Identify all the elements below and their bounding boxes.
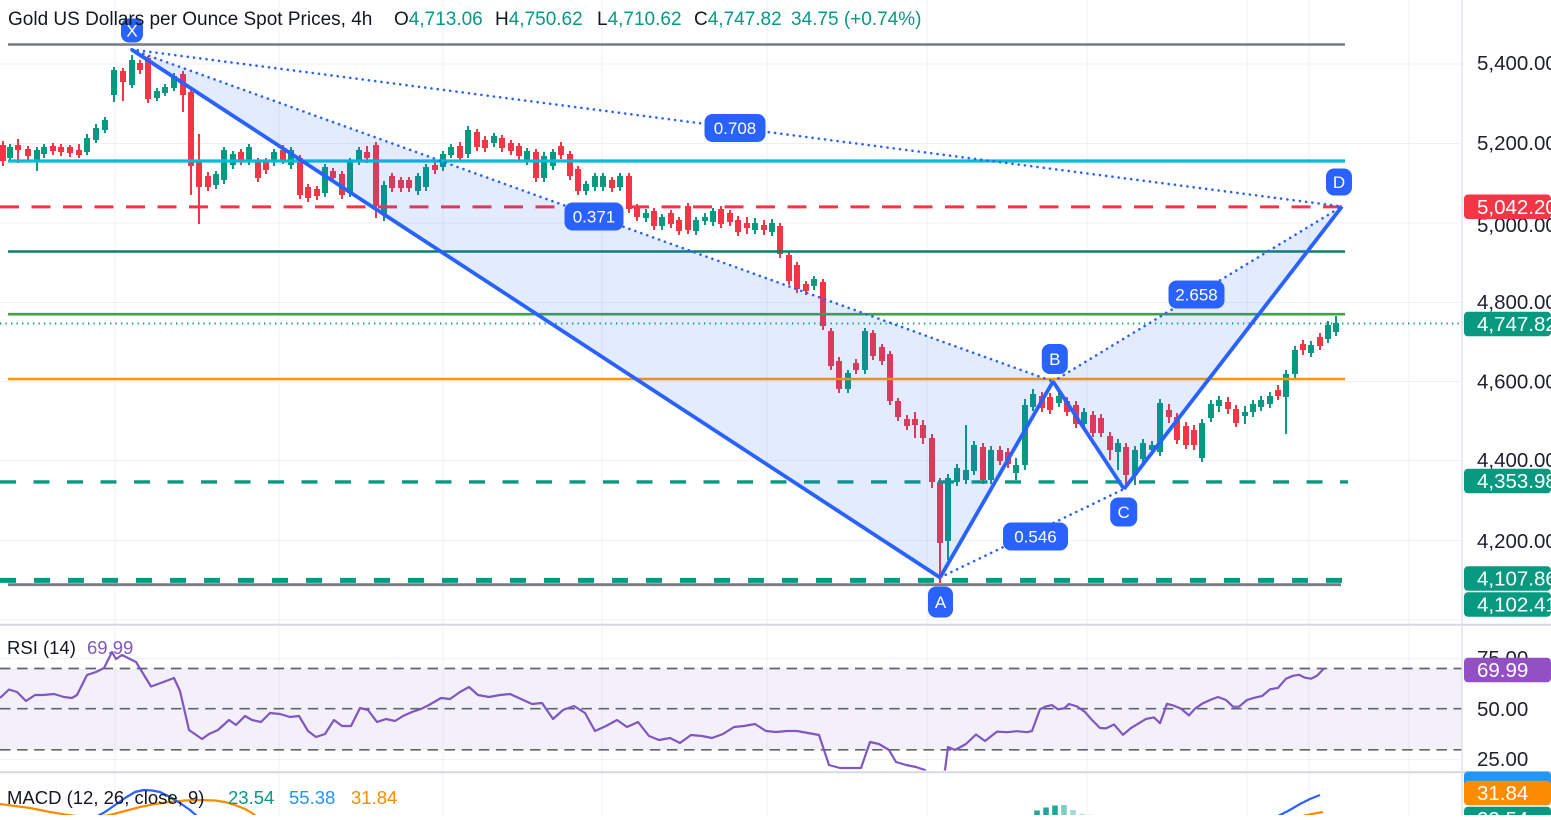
svg-text:69.99: 69.99 — [1477, 659, 1528, 682]
svg-text:4,102.41: 4,102.41 — [1477, 594, 1551, 617]
svg-text:0.546: 0.546 — [1014, 527, 1057, 546]
svg-text:23.54: 23.54 — [1477, 808, 1528, 815]
svg-text:X: X — [126, 21, 137, 40]
svg-text:50.00: 50.00 — [1477, 698, 1528, 721]
svg-text:55.38: 55.38 — [289, 787, 335, 808]
svg-text:25.00: 25.00 — [1477, 748, 1528, 771]
svg-text:D: D — [1333, 173, 1345, 192]
svg-text:4,600.00: 4,600.00 — [1477, 371, 1551, 394]
svg-text:C4,747.82: C4,747.82 — [694, 9, 782, 30]
svg-text:69.99: 69.99 — [87, 637, 133, 658]
svg-text:4,800.00: 4,800.00 — [1477, 291, 1551, 314]
svg-text:5,042.20: 5,042.20 — [1477, 196, 1551, 219]
svg-text:5,200.00: 5,200.00 — [1477, 132, 1551, 155]
svg-text:O4,713.06: O4,713.06 — [394, 9, 483, 30]
svg-text:4,400.00: 4,400.00 — [1477, 449, 1551, 472]
svg-text:4,107.86: 4,107.86 — [1477, 568, 1551, 591]
svg-text:31.84: 31.84 — [351, 787, 397, 808]
svg-text:4,200.00: 4,200.00 — [1477, 530, 1551, 553]
svg-text:34.75 (+0.74%): 34.75 (+0.74%) — [791, 9, 921, 30]
svg-text:5,000.00: 5,000.00 — [1477, 214, 1551, 237]
svg-text:A: A — [935, 593, 947, 612]
svg-text:5,400.00: 5,400.00 — [1477, 52, 1551, 75]
svg-text:L4,710.62: L4,710.62 — [597, 9, 682, 30]
svg-text:RSI (14): RSI (14) — [7, 637, 76, 658]
svg-text:4,747.82: 4,747.82 — [1477, 313, 1551, 336]
svg-text:Gold US Dollars per Ounce Spot: Gold US Dollars per Ounce Spot Prices, 4… — [8, 9, 372, 30]
svg-text:0.708: 0.708 — [714, 119, 757, 138]
svg-text:31.84: 31.84 — [1477, 782, 1528, 805]
svg-text:MACD (12, 26, close, 9): MACD (12, 26, close, 9) — [7, 787, 204, 808]
svg-text:B: B — [1049, 350, 1060, 369]
svg-text:C: C — [1118, 503, 1130, 522]
svg-text:H4,750.62: H4,750.62 — [495, 9, 583, 30]
svg-text:23.54: 23.54 — [228, 787, 274, 808]
svg-text:0.371: 0.371 — [573, 207, 616, 226]
svg-text:4,353.98: 4,353.98 — [1477, 470, 1551, 493]
svg-text:2.658: 2.658 — [1175, 285, 1218, 304]
